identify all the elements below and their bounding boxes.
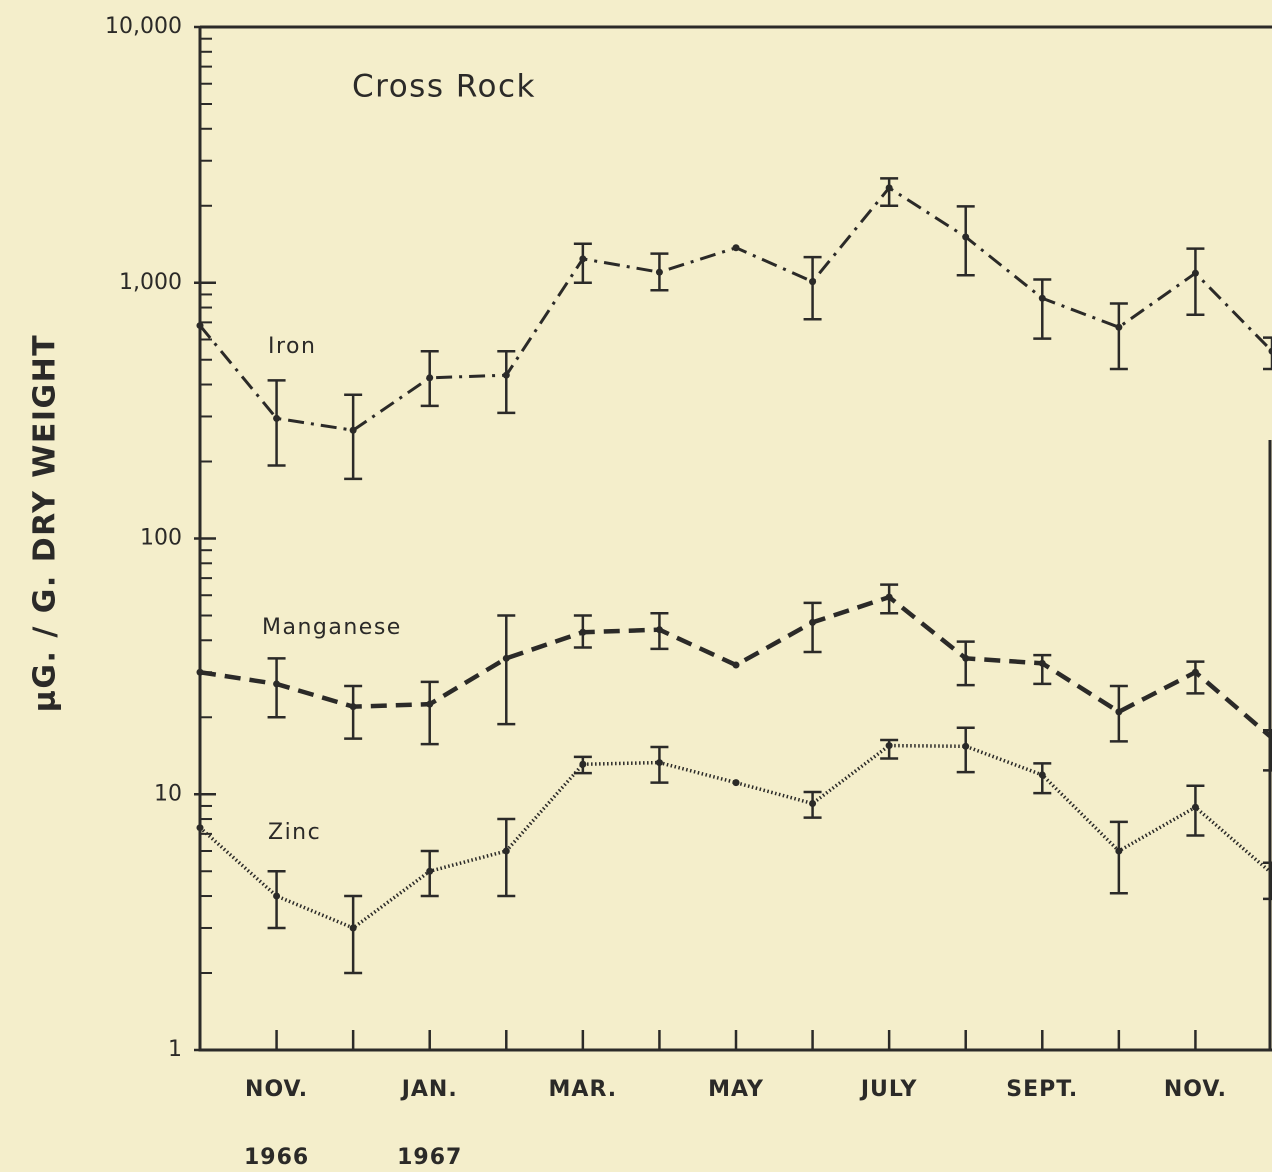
x-tick-label: MAY	[708, 1077, 764, 1102]
error-bar	[650, 745, 669, 784]
x-tick-label: NOV.	[1164, 1077, 1227, 1102]
error-bar	[497, 349, 516, 415]
y-tick-label: 10,000	[105, 14, 182, 39]
error-bar	[344, 393, 363, 481]
series-label: Manganese	[262, 615, 402, 640]
error-bar	[1263, 861, 1272, 901]
x-tick-label: MAR.	[549, 1077, 618, 1102]
error-bar	[650, 252, 669, 292]
x-tick-label: SEPT.	[1006, 1077, 1078, 1102]
error-bar	[573, 614, 592, 649]
error-bar	[344, 894, 363, 975]
error-bar	[956, 640, 975, 687]
error-bar	[267, 869, 286, 930]
series-label: Iron	[268, 334, 316, 359]
error-bar	[420, 849, 439, 898]
error-bar	[420, 349, 439, 408]
data-point	[732, 779, 740, 787]
error-bar	[1109, 302, 1128, 371]
error-bar	[803, 255, 822, 321]
data-point	[196, 668, 204, 676]
error-bar	[344, 684, 363, 740]
year-label: 1966	[244, 1145, 309, 1170]
y-tick-label: 1,000	[119, 270, 182, 295]
error-bar	[267, 657, 286, 719]
error-bar	[880, 177, 899, 208]
error-bar	[573, 242, 592, 284]
error-bar	[1186, 660, 1205, 695]
error-bar	[880, 583, 899, 615]
series-label: Zinc	[268, 820, 321, 845]
error-bar	[573, 755, 592, 775]
error-bar	[956, 726, 975, 774]
data-point	[196, 824, 204, 832]
data-point	[732, 661, 740, 669]
error-bar	[803, 601, 822, 654]
error-bar	[1263, 728, 1272, 772]
y-tick-label: 100	[140, 526, 182, 551]
error-bar	[497, 614, 516, 726]
error-bar	[497, 817, 516, 898]
error-bar	[1109, 820, 1128, 895]
x-tick-label: JULY	[859, 1077, 918, 1102]
error-bar	[880, 738, 899, 760]
error-bar	[956, 205, 975, 277]
chart-title: Cross Rock	[352, 69, 536, 105]
error-bar	[1033, 278, 1052, 340]
year-label: 1967	[397, 1145, 462, 1170]
y-tick-label: 1	[168, 1037, 182, 1062]
data-point	[732, 244, 740, 252]
error-bar	[1109, 684, 1128, 743]
error-bar	[1033, 762, 1052, 795]
error-bar	[1186, 247, 1205, 316]
error-bar	[650, 612, 669, 651]
x-tick-label: NOV.	[245, 1077, 308, 1102]
error-bar	[420, 680, 439, 746]
error-bar	[803, 790, 822, 819]
error-bar	[1263, 336, 1272, 371]
series-line	[198, 743, 1272, 930]
y-tick-label: 10	[154, 781, 182, 806]
error-bar	[1186, 784, 1205, 837]
error-bar	[1033, 653, 1052, 686]
y-axis-label: µG. / G. DRY WEIGHT	[28, 334, 63, 712]
x-tick-label: JAN.	[400, 1077, 458, 1102]
data-point	[196, 322, 204, 330]
error-bar	[267, 379, 286, 467]
